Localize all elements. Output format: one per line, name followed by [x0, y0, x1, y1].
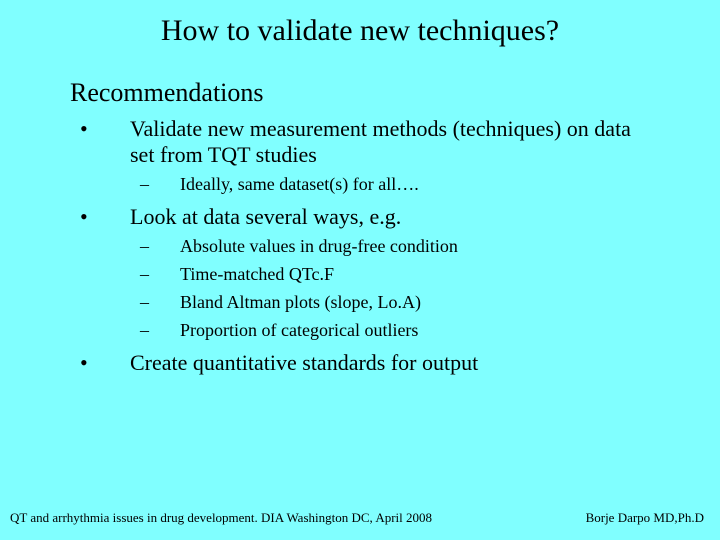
dash-marker: – — [140, 172, 180, 196]
footer-left: QT and arrhythmia issues in drug develop… — [10, 510, 432, 526]
bullet-text: Look at data several ways, e.g. — [130, 204, 660, 230]
bullet-text: Proportion of categorical outliers — [180, 318, 660, 342]
slide-title: How to validate new techniques? — [70, 0, 650, 48]
dash-marker: – — [140, 262, 180, 286]
bullet-level2: – Time-matched QTc.F — [70, 262, 660, 286]
slide-footer: QT and arrhythmia issues in drug develop… — [0, 510, 720, 526]
bullet-text: Absolute values in drug-free condition — [180, 234, 660, 258]
bullet-level1: • Look at data several ways, e.g. — [70, 204, 660, 230]
bullet-level2: – Ideally, same dataset(s) for all…. — [70, 172, 660, 196]
bullet-marker: • — [70, 204, 130, 230]
bullet-text: Validate new measurement methods (techni… — [130, 116, 660, 168]
bullet-level1: • Create quantitative standards for outp… — [70, 350, 660, 376]
bullet-level1: • Validate new measurement methods (tech… — [70, 116, 660, 168]
slide-body: • Validate new measurement methods (tech… — [70, 116, 660, 376]
bullet-text: Create quantitative standards for output — [130, 350, 660, 376]
bullet-text: Time-matched QTc.F — [180, 262, 660, 286]
bullet-text: Ideally, same dataset(s) for all…. — [180, 172, 660, 196]
bullet-level2: – Absolute values in drug-free condition — [70, 234, 660, 258]
footer-right: Borje Darpo MD,Ph.D — [586, 510, 704, 526]
spacer — [70, 196, 660, 200]
dash-marker: – — [140, 234, 180, 258]
dash-marker: – — [140, 290, 180, 314]
spacer — [70, 342, 660, 346]
bullet-level2: – Proportion of categorical outliers — [70, 318, 660, 342]
bullet-text: Bland Altman plots (slope, Lo.A) — [180, 290, 660, 314]
bullet-marker: • — [70, 350, 130, 376]
bullet-marker: • — [70, 116, 130, 142]
slide-subtitle: Recommendations — [70, 78, 720, 108]
dash-marker: – — [140, 318, 180, 342]
bullet-level2: – Bland Altman plots (slope, Lo.A) — [70, 290, 660, 314]
slide: How to validate new techniques? Recommen… — [0, 0, 720, 540]
